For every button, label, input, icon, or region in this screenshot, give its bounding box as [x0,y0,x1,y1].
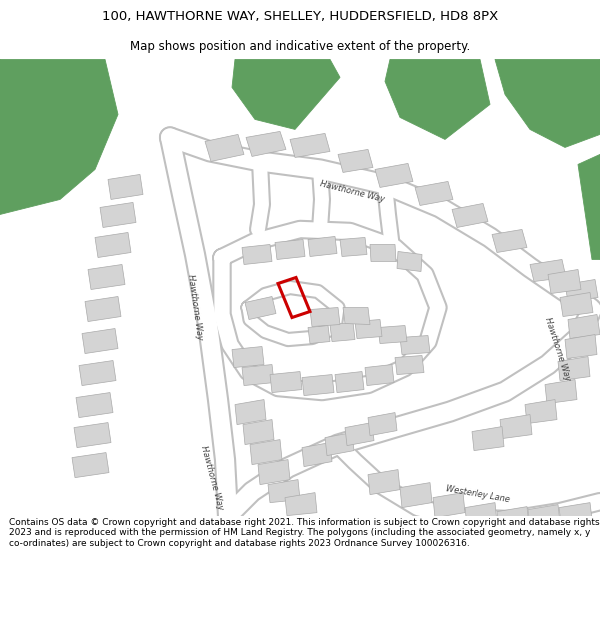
Text: Hawthorne Way: Hawthorne Way [544,317,572,382]
Polygon shape [497,507,529,529]
Polygon shape [370,244,396,261]
Polygon shape [345,422,374,446]
Polygon shape [530,259,566,281]
Polygon shape [338,149,373,173]
Polygon shape [85,296,121,321]
Polygon shape [565,334,597,359]
Polygon shape [82,329,118,354]
Polygon shape [290,133,330,158]
Polygon shape [285,492,317,516]
Polygon shape [246,131,286,156]
Polygon shape [302,374,334,396]
Polygon shape [325,432,354,456]
Polygon shape [548,269,581,294]
Polygon shape [88,264,125,289]
Polygon shape [568,314,600,339]
Polygon shape [400,336,430,354]
Polygon shape [232,346,264,368]
Polygon shape [340,238,367,256]
Polygon shape [270,371,302,392]
Text: Hawthorne Way: Hawthorne Way [186,274,204,341]
Polygon shape [258,459,290,484]
Polygon shape [578,154,600,259]
Polygon shape [335,371,364,392]
Polygon shape [397,251,422,271]
Polygon shape [235,399,266,424]
Polygon shape [433,492,465,518]
Polygon shape [245,296,276,319]
Polygon shape [232,59,340,129]
Polygon shape [415,181,453,206]
Polygon shape [100,202,136,228]
Polygon shape [0,59,118,214]
Polygon shape [565,279,598,301]
Text: Westerley Lane: Westerley Lane [445,484,511,504]
Polygon shape [275,239,305,259]
Polygon shape [492,229,527,253]
Polygon shape [375,163,413,188]
Polygon shape [74,422,111,447]
Polygon shape [308,326,330,344]
Polygon shape [330,322,355,341]
Polygon shape [368,469,400,494]
Polygon shape [395,356,424,374]
Polygon shape [525,399,557,424]
Polygon shape [108,174,143,199]
Text: Map shows position and indicative extent of the property.: Map shows position and indicative extent… [130,40,470,52]
Polygon shape [76,392,113,418]
Polygon shape [308,236,337,256]
Text: 100, HAWTHORNE WAY, SHELLEY, HUDDERSFIELD, HD8 8PX: 100, HAWTHORNE WAY, SHELLEY, HUDDERSFIEL… [102,10,498,23]
Polygon shape [500,414,532,439]
Polygon shape [243,419,274,444]
Polygon shape [302,442,332,467]
Polygon shape [365,364,394,386]
Polygon shape [560,292,593,316]
Polygon shape [472,427,504,451]
Polygon shape [385,59,490,139]
Text: Hawthorne Way: Hawthorne Way [199,444,225,511]
Polygon shape [400,482,432,508]
Polygon shape [242,364,274,386]
Text: Hawthorne Way: Hawthorne Way [319,179,385,204]
Polygon shape [452,204,488,228]
Polygon shape [368,412,397,436]
Polygon shape [205,134,244,161]
Polygon shape [355,319,382,339]
Polygon shape [250,439,282,464]
Polygon shape [242,244,272,264]
Polygon shape [465,503,497,526]
Polygon shape [378,326,407,344]
Polygon shape [558,356,590,381]
Polygon shape [95,232,131,258]
Polygon shape [72,452,109,478]
Polygon shape [545,379,577,404]
Polygon shape [528,504,560,526]
Polygon shape [268,479,300,502]
Polygon shape [310,308,340,326]
Polygon shape [79,361,116,386]
Polygon shape [343,308,370,324]
Polygon shape [495,59,600,148]
Polygon shape [559,503,592,522]
Text: Contains OS data © Crown copyright and database right 2021. This information is : Contains OS data © Crown copyright and d… [9,518,599,548]
